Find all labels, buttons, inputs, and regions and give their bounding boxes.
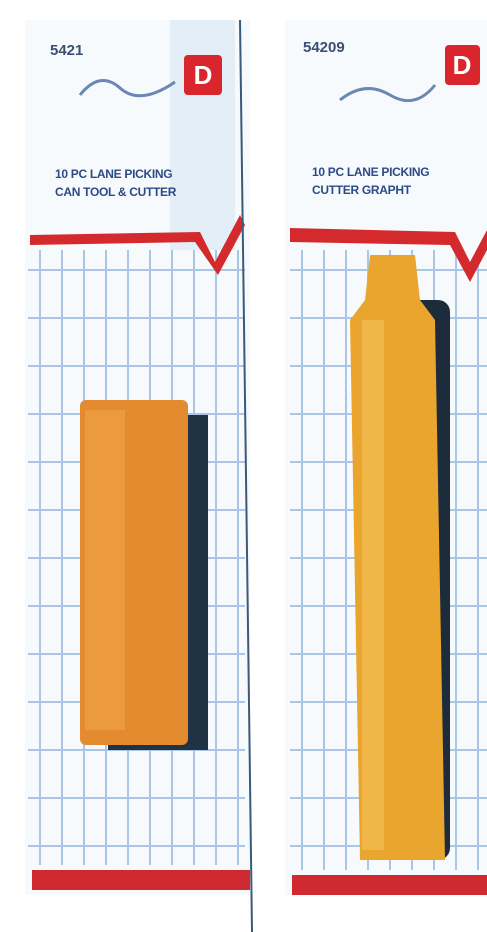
red-bottom — [292, 875, 487, 895]
signature — [339, 84, 437, 103]
logo: D — [194, 60, 213, 90]
logo: D — [453, 50, 472, 80]
logo-box — [445, 45, 480, 85]
product-highlight — [362, 320, 384, 850]
product-highlight — [85, 410, 125, 730]
grid — [28, 250, 245, 865]
package-right: D 54209 10 PC LANE PICKING CUTTER GRAPHT — [285, 20, 487, 895]
red-band — [290, 228, 487, 282]
red-band — [30, 215, 245, 275]
title-line: CUTTER GRAPHT — [312, 183, 412, 197]
product-code: 54209 — [303, 39, 345, 56]
red-bottom — [32, 870, 250, 890]
divider — [239, 19, 253, 932]
signature — [78, 79, 176, 98]
product-code: 5421 — [50, 42, 83, 59]
title-line: CAN TOOL & CUTTER — [55, 185, 177, 199]
shine — [170, 20, 235, 250]
title-line: 10 PC LANE PICKING — [55, 167, 172, 181]
package-left: D 5421 10 PC LANE PICKING CAN TOOL & CUT… — [25, 20, 250, 895]
logo-box — [184, 55, 222, 95]
title-line: 10 PC LANE PICKING — [312, 165, 429, 179]
